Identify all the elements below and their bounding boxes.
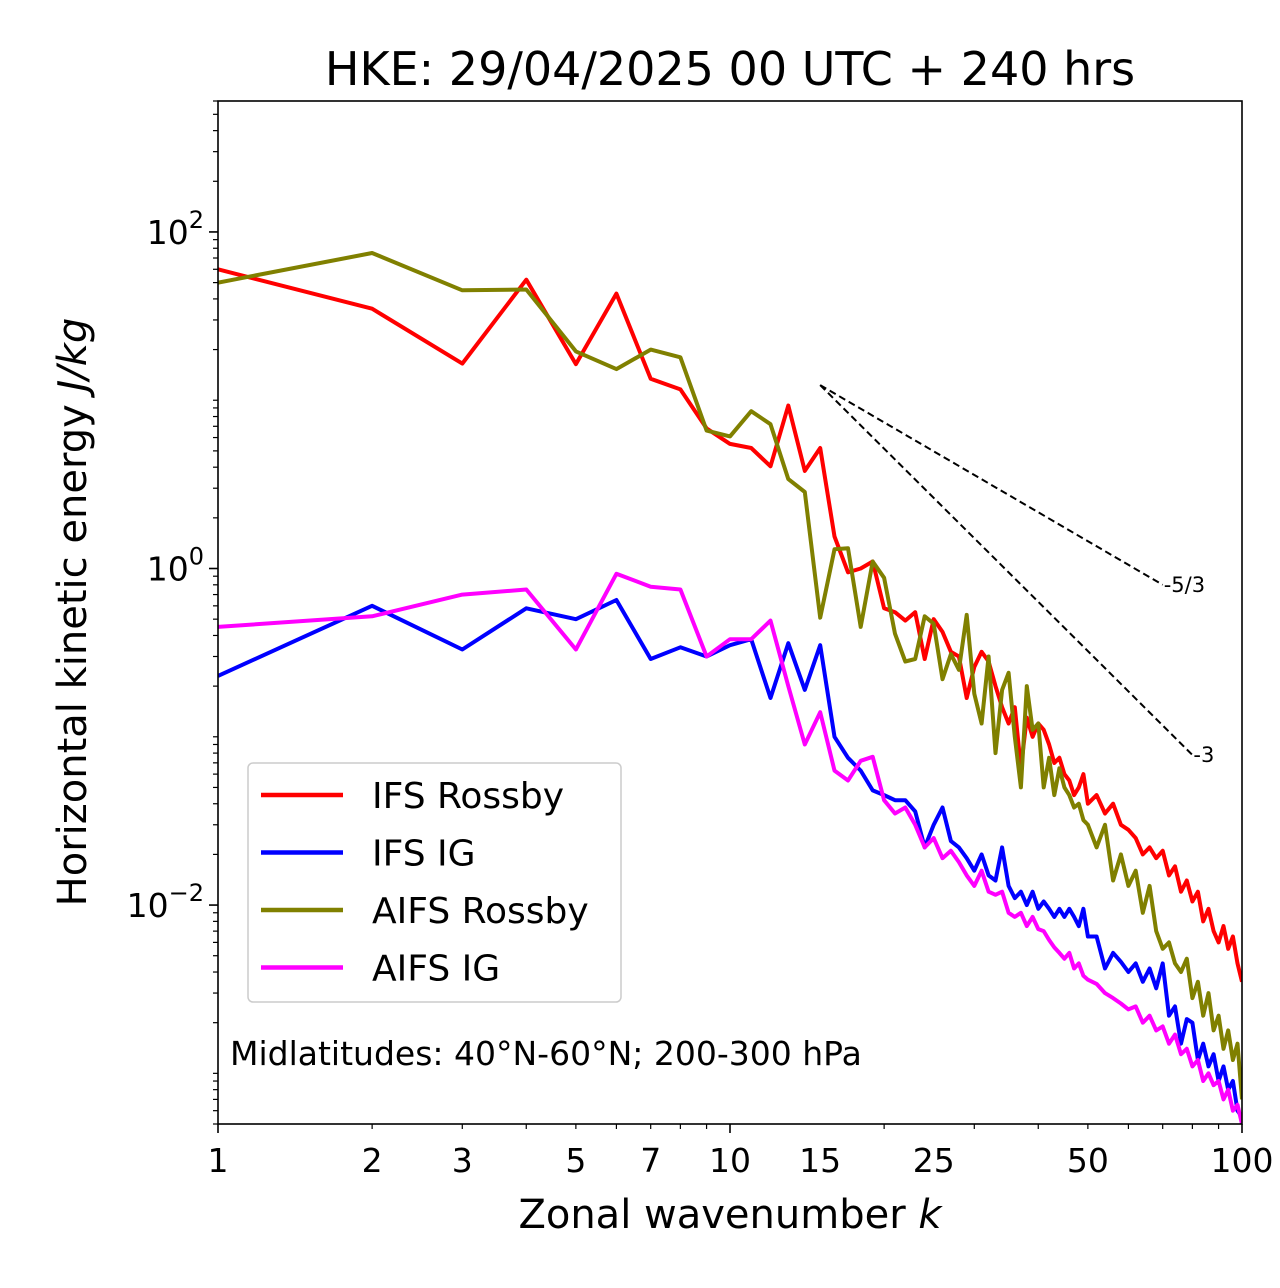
legend-label: IFS Rossby: [372, 776, 564, 817]
legend-label: AIFS IG: [372, 949, 500, 990]
x-tick-label: 1: [208, 1141, 229, 1180]
x-tick-label: 7: [640, 1141, 661, 1180]
slope-label: -3: [1193, 743, 1214, 767]
series-line-aifs-rossby: [218, 251, 1242, 1100]
y-axis-ticks: 10−2 100 102: [127, 100, 218, 1125]
y-axis-label-unit: J/kg: [50, 318, 96, 399]
x-axis-label-var: k: [918, 1192, 943, 1238]
x-tick-label: 25: [913, 1141, 955, 1180]
series-line-ifs-ig: [218, 598, 1242, 1119]
y-tick-label: 100: [147, 543, 204, 589]
chart-title: HKE: 29/04/2025 00 UTC + 240 hrs: [325, 42, 1135, 96]
legend: IFS Rossby IFS IG AIFS Rossby AIFS IG: [247, 762, 622, 1003]
legend-label: AIFS Rossby: [372, 891, 589, 932]
series-line-aifs-ig: [218, 571, 1242, 1124]
reference-slopes: -5/3 -3: [819, 384, 1214, 767]
x-tick-label: 10: [709, 1141, 751, 1180]
legend-label: IFS IG: [372, 834, 476, 875]
x-tick-label: 3: [452, 1141, 473, 1180]
slope-label: -5/3: [1164, 573, 1205, 597]
x-tick-label: 15: [799, 1141, 841, 1180]
slope-line: [819, 384, 1164, 586]
y-tick-label: 102: [147, 206, 204, 252]
x-axis-label-text: Zonal wavenumber: [518, 1192, 918, 1238]
y-axis-label-text: Horizontal kinetic energy: [50, 392, 96, 907]
series-lines: [218, 251, 1242, 1124]
x-tick-label: 50: [1067, 1141, 1109, 1180]
legend-items: IFS Rossby IFS IG AIFS Rossby AIFS IG: [261, 776, 589, 990]
x-tick-label: 5: [565, 1141, 586, 1180]
region-annotation: Midlatitudes: 40°N-60°N; 200-300 hPa: [230, 1034, 862, 1073]
legend-box: [247, 762, 622, 1003]
x-tick-label: 100: [1211, 1141, 1274, 1180]
x-tick-label: 2: [362, 1141, 383, 1180]
x-axis-ticks: 1 2 3 5 7 10 15 25 50 100: [208, 1124, 1274, 1180]
plot-frame: [217, 100, 1243, 1125]
y-axis-label: Horizontal kinetic energy J/kg: [50, 318, 96, 907]
y-tick-label: 10−2: [127, 879, 204, 925]
x-axis-label: Zonal wavenumber k: [518, 1192, 943, 1238]
